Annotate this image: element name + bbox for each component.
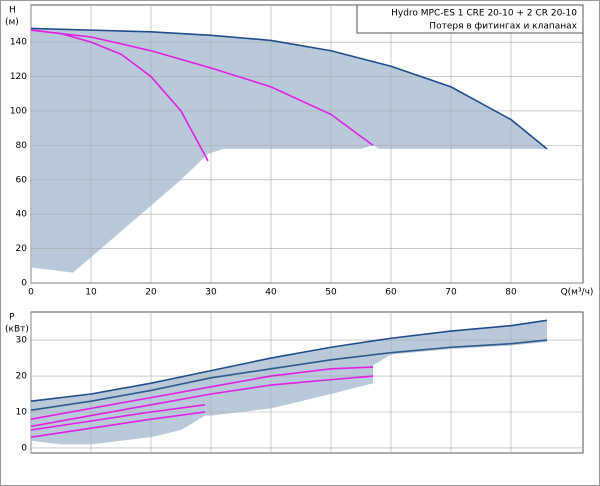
curve bbox=[30, 319, 548, 402]
x-tick-label: 70 bbox=[445, 288, 457, 298]
y-axis-unit: (кВт) bbox=[5, 325, 29, 335]
x-tick-label: 80 bbox=[505, 288, 517, 298]
x-tick-label: 30 bbox=[205, 288, 217, 298]
y-tick-label: 80 bbox=[16, 141, 28, 151]
x-tick-label: 0 bbox=[28, 288, 34, 298]
legend-note: Потеря в фитингах и клапанах bbox=[429, 22, 577, 32]
envelope-area bbox=[31, 28, 547, 273]
x-axis-label: Q(м³/ч) bbox=[561, 288, 594, 298]
y-axis-unit: (м) bbox=[5, 18, 19, 28]
y-tick-label: 30 bbox=[16, 336, 28, 346]
y-tick-label: 0 bbox=[21, 443, 27, 453]
x-tick-label: 50 bbox=[325, 288, 337, 298]
curve bbox=[30, 366, 374, 420]
legend-box bbox=[356, 4, 584, 34]
curve bbox=[30, 29, 374, 147]
y-tick-label: 0 bbox=[21, 279, 27, 289]
y-tick-label: 100 bbox=[10, 106, 27, 116]
curve bbox=[30, 339, 548, 411]
x-tick-label: 40 bbox=[265, 288, 277, 298]
y-tick-label: 20 bbox=[16, 244, 28, 254]
x-tick-label: 60 bbox=[385, 288, 397, 298]
y-tick-label: 60 bbox=[16, 175, 28, 185]
curve bbox=[30, 27, 548, 150]
legend-title: Hydro MPC-ES 1 CRE 20-10 + 2 CR 20-10 bbox=[391, 9, 577, 19]
curve bbox=[30, 411, 206, 438]
x-tick-label: 20 bbox=[145, 288, 157, 298]
x-tick-label: 10 bbox=[85, 288, 97, 298]
y-axis-label: P bbox=[9, 313, 15, 323]
y-tick-label: 140 bbox=[10, 38, 27, 48]
y-axis-label: H bbox=[9, 6, 16, 16]
envelope-area bbox=[31, 320, 547, 445]
curve bbox=[30, 375, 374, 428]
curve bbox=[30, 404, 206, 431]
y-tick-label: 20 bbox=[16, 372, 28, 382]
y-tick-label: 120 bbox=[10, 72, 27, 82]
curve bbox=[30, 29, 209, 162]
y-tick-label: 40 bbox=[16, 210, 28, 220]
y-tick-label: 10 bbox=[16, 407, 28, 417]
